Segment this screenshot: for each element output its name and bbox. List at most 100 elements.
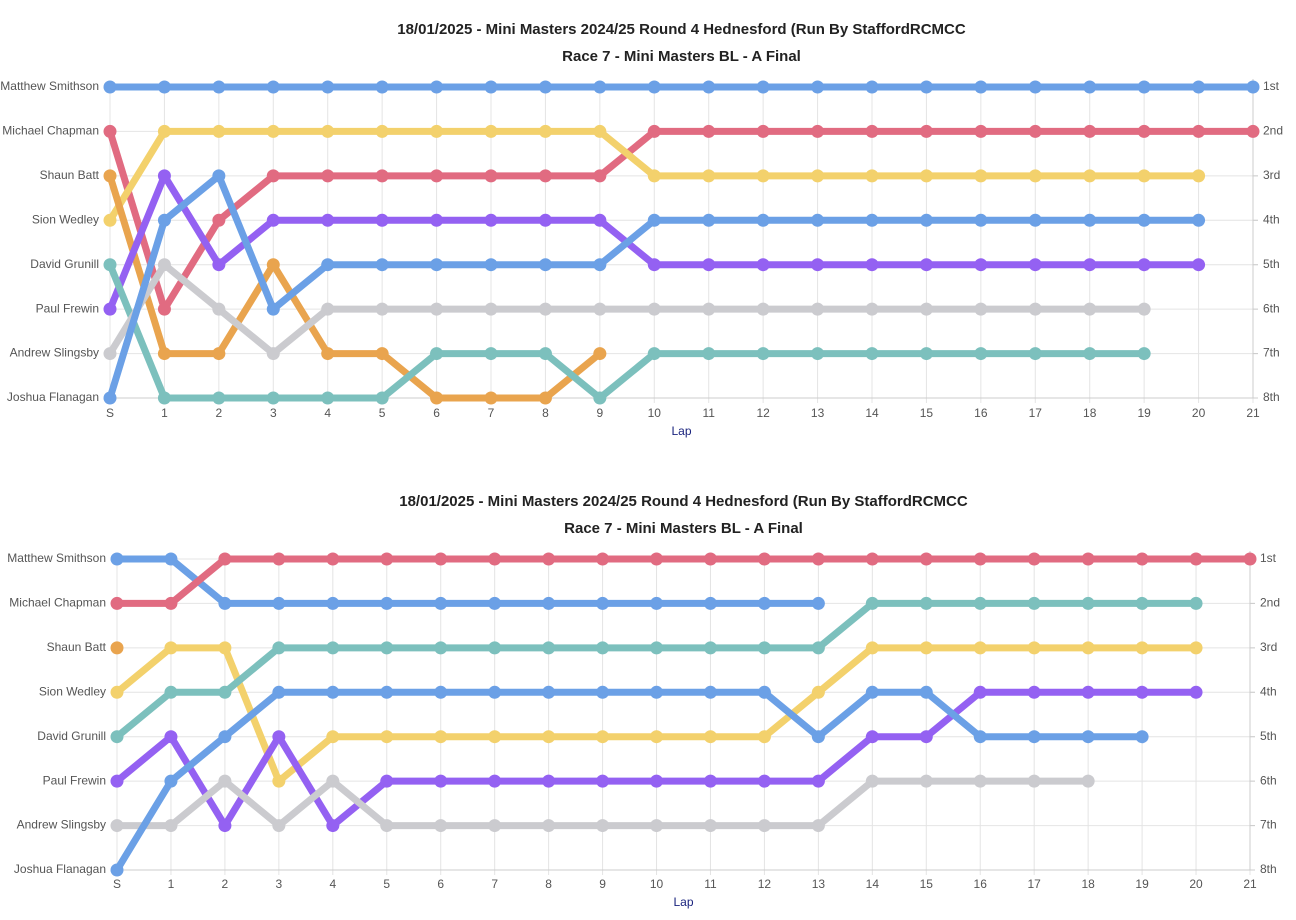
x-tick-label: 7 [491,877,498,891]
position-point [865,596,879,610]
position-point [811,124,825,138]
position-point [596,819,610,833]
position-point [272,641,286,655]
x-tick-label: 1 [168,877,175,891]
position-point [272,730,286,744]
position-point [321,347,335,361]
position-point [593,80,607,94]
position-point [218,730,232,744]
position-point [1192,213,1206,227]
y2-tick-label: 2nd [1260,596,1280,610]
position-point [1246,80,1260,94]
position-point [103,124,117,138]
position-point [321,213,335,227]
position-point [1189,552,1203,566]
position-point [757,552,771,566]
y-tick-label: Shaun Batt [40,168,100,182]
position-point [430,347,444,361]
position-point [103,169,117,183]
x-tick-label: 12 [758,877,772,891]
y2-tick-label: 8th [1260,862,1277,876]
position-point [1189,685,1203,699]
chart-subtitle: Race 7 - Mini Masters BL - A Final [562,48,801,65]
x-tick-label: 8 [545,877,552,891]
position-point [1137,124,1151,138]
position-point [266,80,280,94]
position-point [1083,213,1097,227]
x-tick-label: 3 [276,877,283,891]
y2-tick-label: 5th [1263,257,1280,271]
y2-tick-label: 3rd [1263,168,1280,182]
position-point [865,124,879,138]
position-point [757,596,771,610]
position-point [430,124,444,138]
position-point [650,596,664,610]
position-point [919,213,933,227]
position-point [218,774,232,788]
position-point [110,863,124,877]
position-point [1135,596,1149,610]
position-point [650,730,664,744]
position-point [596,730,610,744]
position-point [538,124,552,138]
position-point [596,641,610,655]
position-point [865,80,879,94]
position-point [811,596,825,610]
position-point [434,730,448,744]
chart: 18/01/2025 - Mini Masters 2024/25 Round … [0,21,1283,438]
y-tick-label: Joshua Flanagan [14,862,106,876]
x-tick-label: 14 [866,877,880,891]
position-point [326,596,340,610]
y-tick-label: Andrew Slingsby [17,818,106,832]
x-tick-label: 9 [597,406,604,420]
position-point [919,80,933,94]
position-point [865,552,879,566]
position-point [811,641,825,655]
position-point [484,169,498,183]
position-point [484,258,498,272]
chart-title: 18/01/2025 - Mini Masters 2024/25 Round … [399,493,968,510]
position-point [702,80,716,94]
position-point [484,124,498,138]
position-point [1081,685,1095,699]
position-point [272,552,286,566]
position-line [106,127,1253,313]
position-point [266,347,280,361]
position-point [321,124,335,138]
position-point [266,391,280,405]
position-point [1137,169,1151,183]
position-point [380,641,394,655]
position-point [1192,80,1206,94]
position-point [542,774,556,788]
chart-title: 18/01/2025 - Mini Masters 2024/25 Round … [397,21,966,38]
position-line [117,555,819,607]
y-tick-label: Matthew Smithson [0,79,99,93]
position-point [326,774,340,788]
y-tick-label: David Grunill [37,729,106,743]
position-point [974,80,988,94]
position-point [973,641,987,655]
y-tick-label: Shaun Batt [47,640,107,654]
position-point [542,596,556,610]
y-tick-label: Sion Wedley [32,212,99,226]
position-point [212,124,226,138]
position-point [1083,302,1097,316]
position-point [1027,552,1041,566]
position-point [1028,169,1042,183]
position-point [1028,80,1042,94]
position-point [538,213,552,227]
position-point [218,685,232,699]
x-tick-label: 11 [704,877,717,891]
x-tick-label: 5 [383,877,390,891]
position-point [973,730,987,744]
y2-tick-label: 4th [1260,684,1277,698]
position-point [103,80,117,94]
x-tick-label: 7 [488,406,495,420]
y-tick-label: Michael Chapman [2,124,99,138]
position-point [593,347,607,361]
position-point [974,347,988,361]
position-point [919,641,933,655]
x-tick-label: 19 [1137,406,1151,420]
y2-tick-label: 2nd [1263,124,1283,138]
x-tick-label: 9 [599,877,606,891]
